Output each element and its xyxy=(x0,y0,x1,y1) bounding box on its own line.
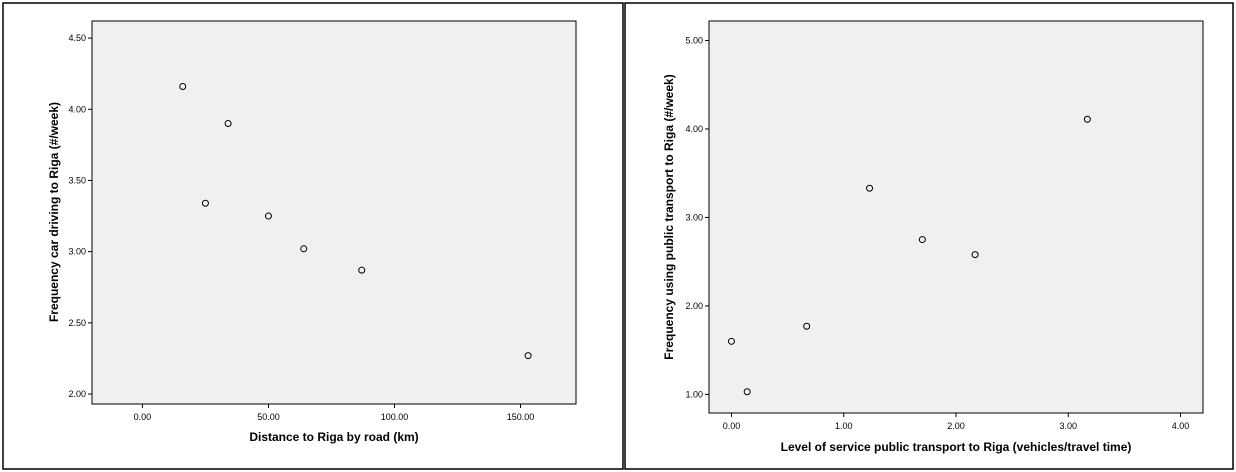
x-tick-label: 0.00 xyxy=(723,421,741,431)
x-tick-label: 50.00 xyxy=(257,412,280,422)
y-axis-title: Frequency car driving to Riga (#/week) xyxy=(47,102,61,322)
left-panel-border xyxy=(2,2,624,470)
data-point xyxy=(866,184,874,192)
y-tick-label: 1.00 xyxy=(685,389,703,399)
data-point xyxy=(727,337,735,345)
data-point xyxy=(224,120,232,128)
data-point xyxy=(1083,115,1091,123)
data-point xyxy=(201,199,209,207)
x-tick-label: 1.00 xyxy=(835,421,853,431)
data-point xyxy=(524,352,532,360)
y-tick-label: 2.00 xyxy=(68,389,86,399)
data-points xyxy=(727,115,1091,396)
y-axis-title: Frequency using public transport to Riga… xyxy=(662,74,676,359)
data-point xyxy=(971,251,979,259)
y-tick-label: 3.00 xyxy=(685,212,703,222)
y-tick-label: 2.50 xyxy=(68,318,86,328)
x-axis: 0.00 50.00 100.00 150.00 xyxy=(134,404,535,422)
x-tick-label: 3.00 xyxy=(1060,421,1078,431)
chart-car-driving: 2.00 2.50 3.00 3.50 4.00 4.50 0.00 50.00 100.00… xyxy=(47,20,577,444)
data-point xyxy=(300,245,308,253)
chart-public-transport: 1.00 2.00 3.00 4.00 5.00 0.00 1.00 2.00 3.00 4.0… xyxy=(662,20,1204,454)
y-axis: 1.00 2.00 3.00 4.00 5.00 xyxy=(685,35,709,399)
y-tick-label: 4.00 xyxy=(68,104,86,114)
y-tick-label: 4.00 xyxy=(685,124,703,134)
y-tick-label: 4.50 xyxy=(68,33,86,43)
data-point xyxy=(918,236,926,244)
data-point xyxy=(179,82,187,90)
y-tick-label: 3.50 xyxy=(68,175,86,185)
y-tick-label: 3.00 xyxy=(68,247,86,257)
data-points xyxy=(179,82,532,360)
right-panel-border xyxy=(624,2,1234,470)
plot-area xyxy=(91,20,577,405)
x-axis-title: Level of service public transport to Rig… xyxy=(781,440,1132,454)
data-point xyxy=(803,322,811,330)
data-point xyxy=(743,388,751,396)
plot-area xyxy=(708,20,1204,414)
data-point xyxy=(264,212,272,220)
data-point xyxy=(358,266,366,274)
x-tick-label: 150.00 xyxy=(507,412,535,422)
x-tick-label: 0.00 xyxy=(134,412,152,422)
y-axis: 2.00 2.50 3.00 3.50 4.00 4.50 xyxy=(68,33,92,399)
x-axis-title: Distance to Riga by road (km) xyxy=(249,430,418,444)
y-tick-label: 5.00 xyxy=(685,35,703,45)
x-axis: 0.00 1.00 2.00 3.00 4.00 xyxy=(723,413,1190,431)
y-tick-label: 2.00 xyxy=(685,301,703,311)
x-tick-label: 2.00 xyxy=(947,421,965,431)
x-tick-label: 4.00 xyxy=(1172,421,1190,431)
x-tick-label: 100.00 xyxy=(381,412,409,422)
